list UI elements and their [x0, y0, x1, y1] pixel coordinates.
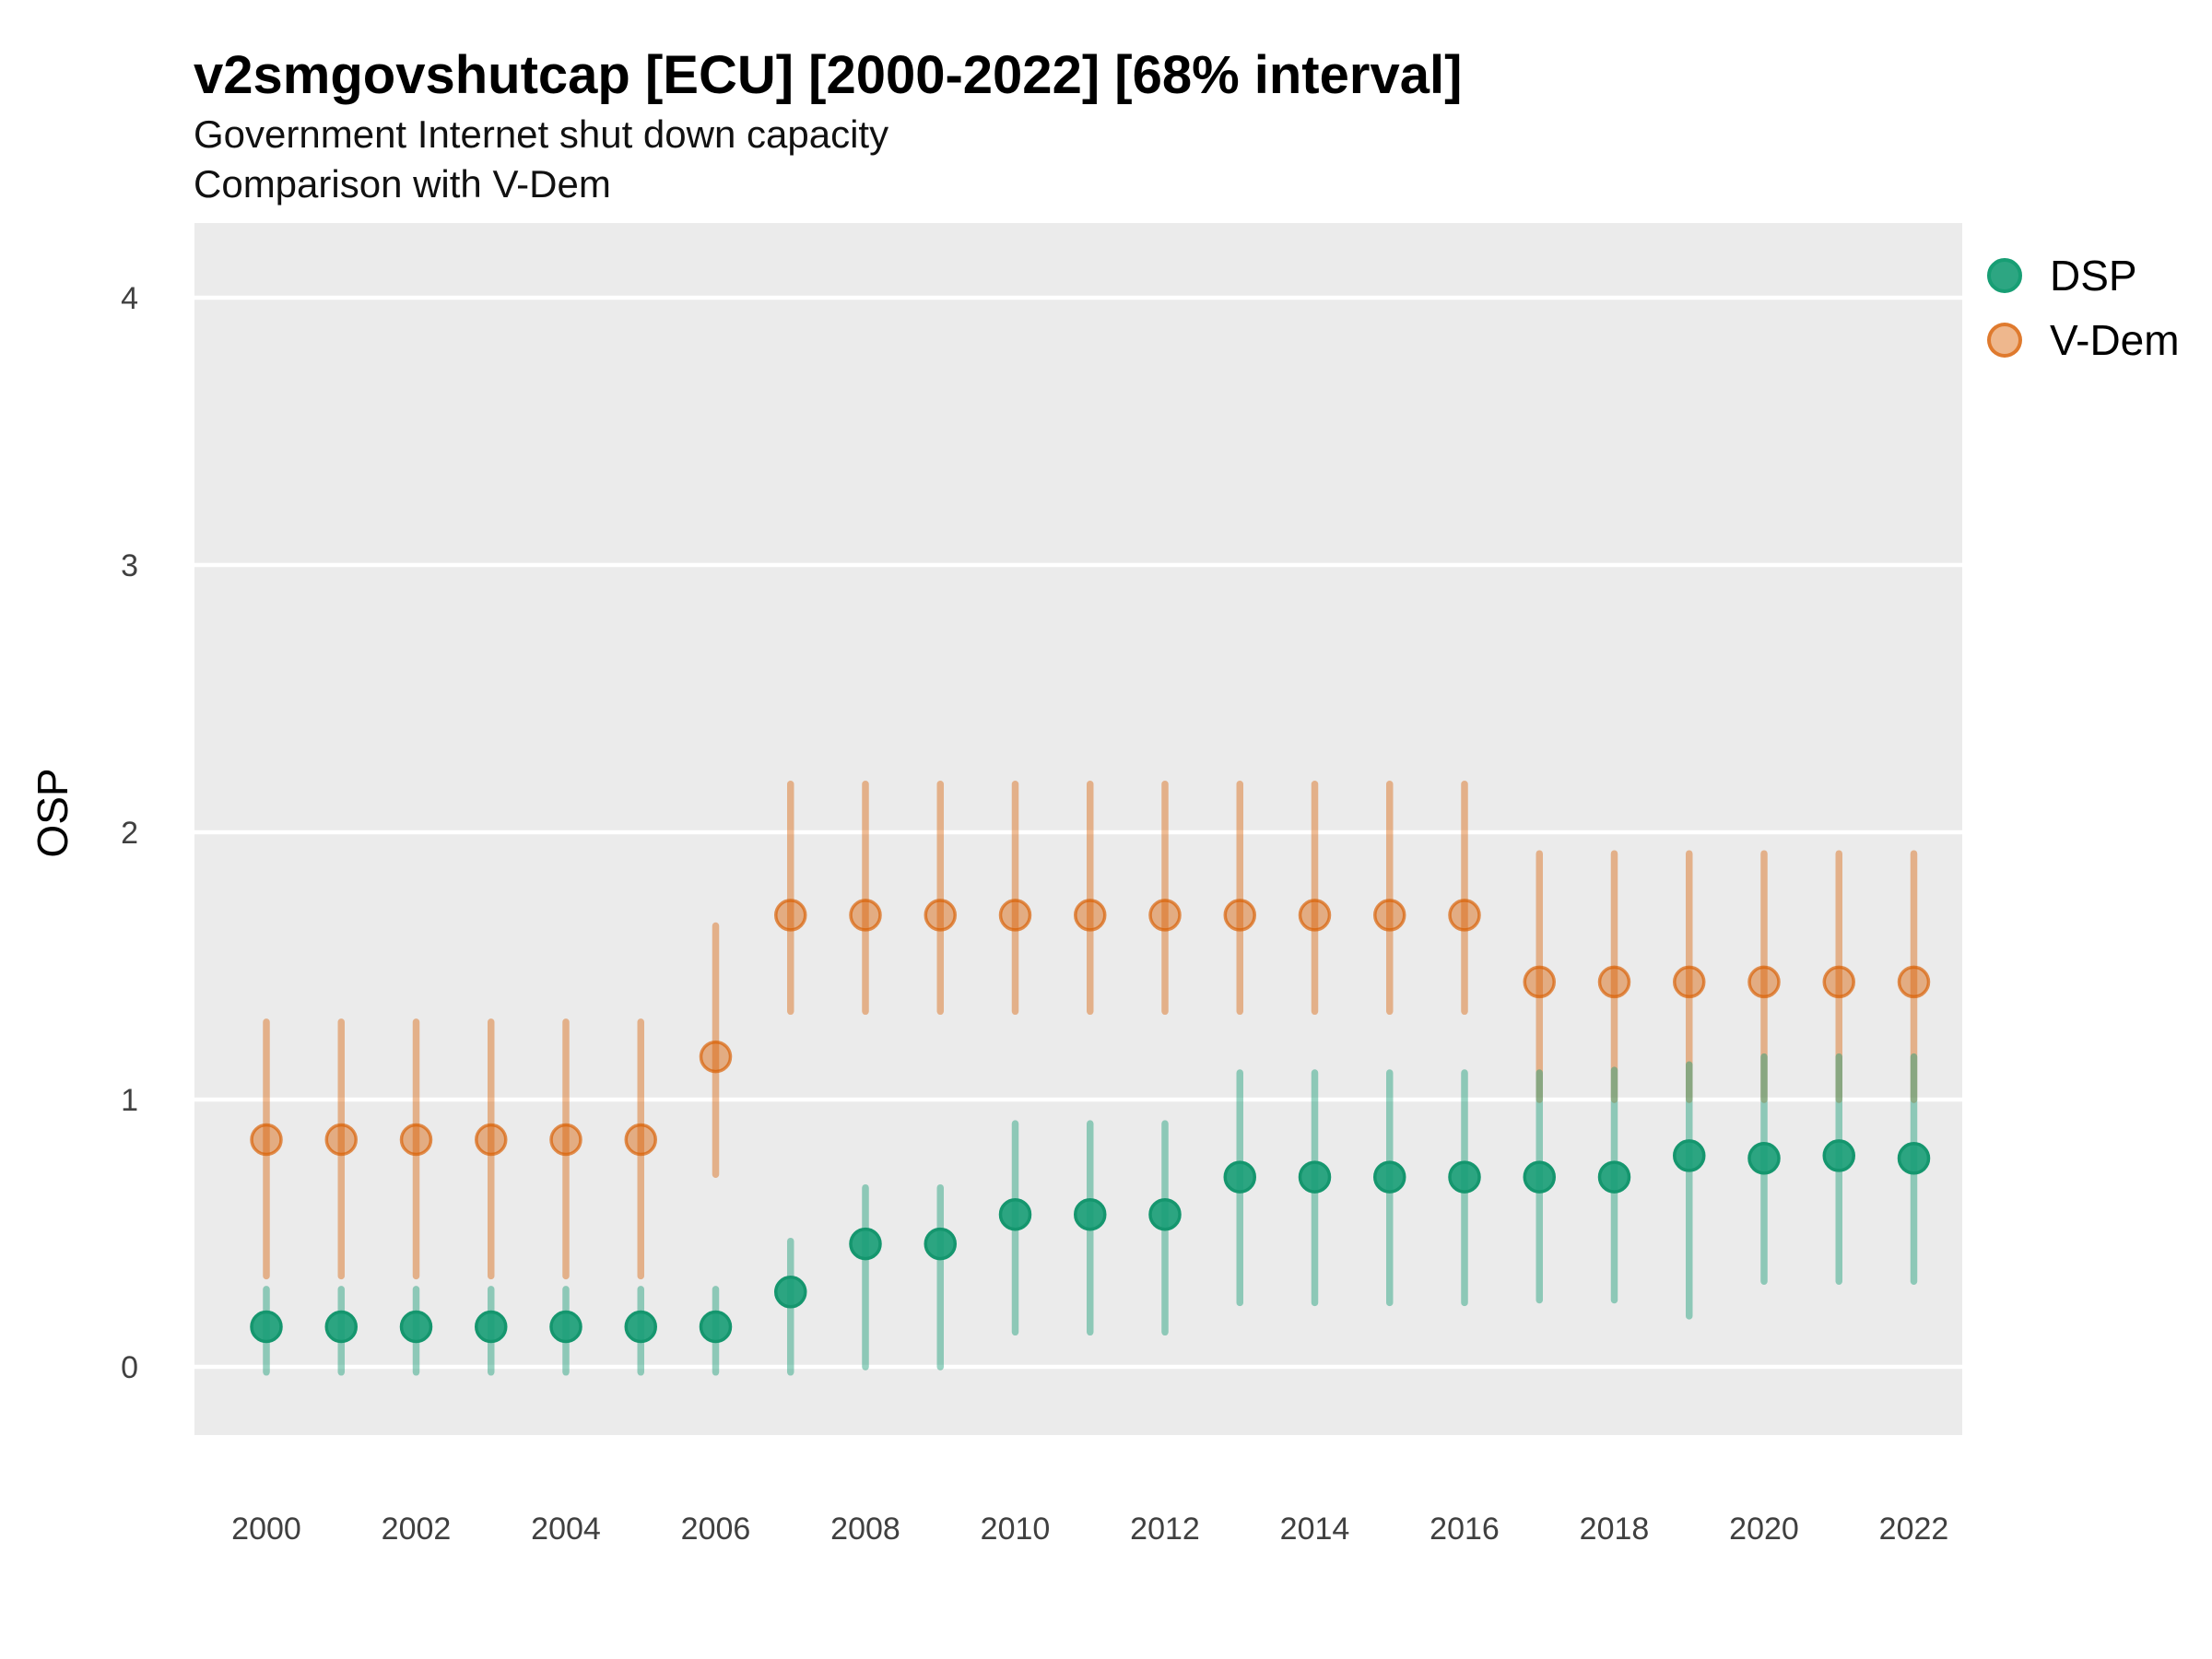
vdem-point [1597, 965, 1631, 999]
vdem-point [624, 1123, 657, 1157]
chart-title: v2smgovshutcap [ECU] [2000-2022] [68% in… [194, 45, 1463, 105]
legend: DSP V-Dem [1987, 251, 2180, 365]
vdem-point [324, 1123, 358, 1157]
dsp-point [1822, 1139, 1855, 1172]
dsp-point [1448, 1160, 1481, 1194]
dsp-point [1223, 1160, 1256, 1194]
vdem-point [399, 1123, 433, 1157]
vdem-legend-label: V-Dem [2050, 316, 2180, 364]
x-tick-label: 2016 [1430, 1512, 1500, 1547]
plot-panel [194, 223, 1962, 1435]
vdem-point [1373, 899, 1406, 932]
y-tick-label: 2 [121, 816, 138, 851]
dsp-point [1298, 1160, 1332, 1194]
vdem-point [250, 1123, 283, 1157]
x-tick-label: 2000 [231, 1512, 301, 1547]
dsp-point [998, 1197, 1032, 1231]
dsp-point [475, 1310, 508, 1344]
legend-item-dsp: DSP [1987, 251, 2180, 300]
dsp-point [849, 1227, 882, 1261]
dsp-legend-label: DSP [2050, 252, 2137, 300]
x-tick-label: 2002 [382, 1512, 452, 1547]
vdem-point [1298, 899, 1332, 932]
dsp-point [1673, 1139, 1706, 1172]
dsp-point [774, 1276, 807, 1309]
dsp-point [624, 1310, 657, 1344]
vdem-point [1673, 965, 1706, 999]
y-tick-label: 0 [121, 1350, 138, 1385]
legend-item-vdem: V-Dem [1987, 315, 2180, 365]
dsp-point [1148, 1197, 1182, 1231]
dsp-point [924, 1227, 957, 1261]
chart-subtitle-line1: Government Internet shut down capacity [194, 112, 889, 156]
dsp-point [1373, 1160, 1406, 1194]
vdem-point [1148, 899, 1182, 932]
x-tick-label: 2006 [681, 1512, 751, 1547]
dsp-point [549, 1310, 582, 1344]
dsp-point [1523, 1160, 1556, 1194]
dsp-point [324, 1310, 358, 1344]
vdem-legend-dot-icon [1987, 323, 2022, 358]
x-tick-label: 2008 [830, 1512, 900, 1547]
x-tick-label: 2022 [1879, 1512, 1949, 1547]
dsp-point [1897, 1142, 1931, 1175]
x-tick-label: 2014 [1280, 1512, 1350, 1547]
dsp-point [399, 1310, 433, 1344]
vdem-point [1223, 899, 1256, 932]
vdem-point [924, 899, 957, 932]
vdem-point [1448, 899, 1481, 932]
x-tick-label: 2018 [1580, 1512, 1650, 1547]
dsp-point [1597, 1160, 1631, 1194]
dsp-point [699, 1310, 733, 1344]
vdem-point [1523, 965, 1556, 999]
dsp-point [1747, 1142, 1781, 1175]
vdem-point [699, 1040, 733, 1074]
x-tick-label: 2010 [981, 1512, 1051, 1547]
dsp-point [1074, 1197, 1107, 1231]
x-tick-label: 2012 [1130, 1512, 1200, 1547]
x-tick-label: 2004 [531, 1512, 601, 1547]
vdem-point [1897, 965, 1931, 999]
chart-subtitle-line2: Comparison with V-Dem [194, 162, 611, 206]
y-tick-label: 3 [121, 548, 138, 583]
vdem-point [849, 899, 882, 932]
dsp-legend-dot-icon [1987, 258, 2022, 293]
x-tick-label: 2020 [1729, 1512, 1799, 1547]
vdem-point [549, 1123, 582, 1157]
vdem-point [475, 1123, 508, 1157]
vdem-point [1747, 965, 1781, 999]
vdem-point [1822, 965, 1855, 999]
vdem-point [774, 899, 807, 932]
dsp-point [250, 1310, 283, 1344]
y-tick-label: 1 [121, 1083, 138, 1118]
y-tick-label: 4 [121, 281, 138, 316]
vdem-point [1074, 899, 1107, 932]
vdem-point [998, 899, 1032, 932]
